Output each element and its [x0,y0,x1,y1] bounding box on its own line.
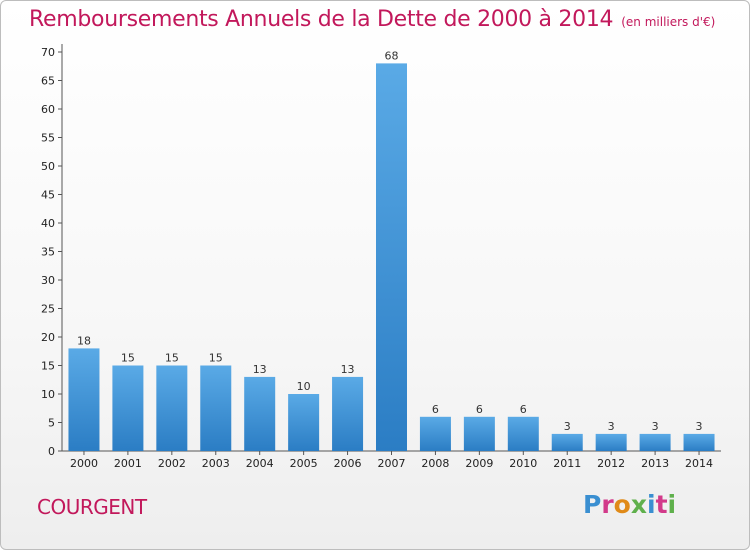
data-label: 3 [652,420,659,433]
bar [112,365,144,451]
y-tick-label: 40 [41,217,55,230]
y-tick-label: 60 [41,103,55,116]
x-tick-label: 2002 [158,457,186,470]
y-tick-label: 65 [41,75,55,88]
y-tick-label: 10 [41,388,55,401]
data-label: 15 [121,352,135,365]
bar [288,394,320,451]
x-tick-label: 2000 [70,457,98,470]
bar [595,433,627,451]
data-label: 18 [77,334,91,347]
bar [332,376,364,451]
y-tick-label: 70 [41,46,55,59]
x-tick-label: 2005 [290,457,318,470]
bar [68,348,100,451]
data-label: 13 [253,363,267,376]
x-tick-label: 2007 [378,457,406,470]
x-tick-label: 2014 [685,457,713,470]
x-tick-label: 2006 [334,457,362,470]
y-tick-label: 35 [41,246,55,259]
y-tick-label: 15 [41,360,55,373]
data-label: 15 [209,352,223,365]
x-tick-label: 2008 [421,457,449,470]
proxiti-logo: Proxiti [583,490,676,519]
y-tick-label: 25 [41,303,55,316]
y-tick-label: 50 [41,160,55,173]
bar [376,63,407,452]
bar [200,365,232,451]
chart-subtitle: (en milliers d'€) [621,15,716,29]
x-tick-label: 2001 [114,457,142,470]
bar [244,376,276,451]
place-name: COURGENT [37,495,147,519]
logo-letter: x [630,490,647,519]
data-label: 13 [341,363,355,376]
logo-letter: i [667,490,677,519]
y-tick-label: 0 [48,445,55,458]
logo-letter: o [613,490,631,519]
y-tick-label: 20 [41,331,55,344]
x-tick-label: 2003 [202,457,230,470]
y-tick-label: 5 [48,417,55,430]
x-tick-label: 2004 [246,457,274,470]
bar [156,365,188,451]
x-tick-label: 2009 [465,457,493,470]
data-label: 10 [297,380,311,393]
data-label: 3 [564,420,571,433]
x-tick-label: 2013 [641,457,669,470]
logo-letter: i [647,490,656,519]
bar [463,416,495,451]
data-label: 15 [165,352,179,365]
data-label: 6 [432,403,439,416]
y-tick-label: 55 [41,132,55,145]
bar [507,416,539,451]
y-tick-label: 45 [41,189,55,202]
bar [683,433,715,451]
x-tick-label: 2011 [553,457,581,470]
data-label: 3 [696,420,703,433]
x-tick-label: 2010 [509,457,537,470]
bar [551,433,583,451]
logo-letter: t [655,490,668,519]
x-tick-label: 2012 [597,457,625,470]
y-tick-label: 30 [41,274,55,287]
logo-letter: P [583,490,602,519]
data-label: 6 [476,403,483,416]
chart-title: Remboursements Annuels de la Dette de 20… [29,7,715,32]
logo-letter: r [601,490,614,519]
data-label: 6 [520,403,527,416]
bar [639,433,671,451]
bar [419,416,451,451]
data-label: 68 [385,49,399,62]
data-label: 3 [608,420,615,433]
chart-title-text: Remboursements Annuels de la Dette de 20… [29,7,614,32]
